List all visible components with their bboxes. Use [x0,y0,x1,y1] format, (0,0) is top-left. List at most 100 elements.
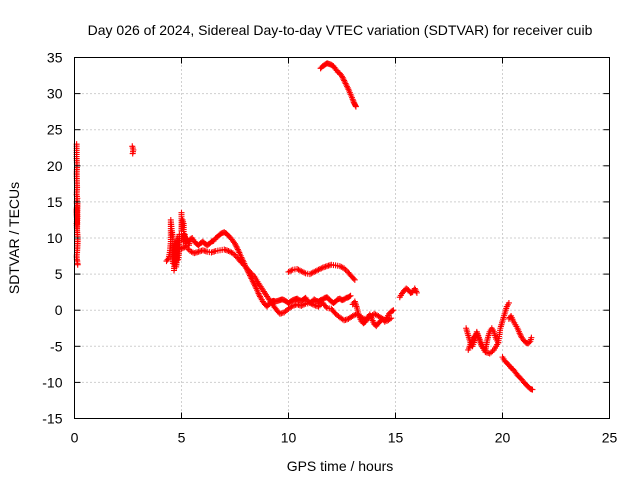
data-point-interp [256,293,263,300]
data-point [315,266,322,273]
data-point [74,227,81,234]
data-point [495,339,502,346]
chart-title: Day 026 of 2024, Sidereal Day-to-day VTE… [88,22,593,38]
data-point [225,247,232,254]
data-point [285,268,292,275]
data-point-interp [413,288,420,295]
data-point-interp [248,270,255,277]
data-point-interp [235,247,242,254]
data-point [311,268,318,275]
data-point [178,245,185,252]
data-point [234,245,241,252]
data-point-interp [184,245,191,252]
data-point-interp [286,268,293,275]
x-tick-label: 15 [388,430,404,446]
data-point-interp [232,242,239,249]
data-point-interp [314,267,321,274]
data-points [73,60,536,393]
data-point [175,256,182,263]
data-point [187,247,194,254]
data-point-interp [308,270,315,277]
grid [74,57,610,419]
data-point [349,312,356,319]
data-point-interp [296,267,303,274]
data-point [505,299,512,306]
data-point-interp [344,84,351,91]
data-point-interp [342,266,349,273]
x-axis-label: GPS time / hours [287,458,394,474]
data-point-interp [389,307,396,314]
x-tick-label: 5 [178,430,186,446]
data-point-interp [312,268,319,275]
data-point [229,250,236,257]
data-point [129,150,136,157]
data-point-interp [308,300,315,307]
data-point [351,276,358,283]
y-tick-label: 25 [47,122,63,138]
data-point-interp [188,248,195,255]
data-point-interp [288,303,295,310]
data-point-interp [368,314,375,321]
data-point-interp [372,311,379,318]
data-point-interp [367,312,374,319]
data-point [255,290,262,297]
data-point-interp [301,269,308,276]
data-point [246,268,253,275]
data-point [238,259,245,266]
data-point [352,103,359,110]
x-ticks: 0 5 10 15 20 25 [71,57,618,446]
data-point [516,330,523,337]
data-point [411,285,418,292]
data-point-interp [350,275,357,282]
x-tick-label: 10 [281,430,297,446]
data-point-interp [517,331,524,338]
data-point [528,334,535,341]
y-tick-label: -10 [42,374,62,390]
data-point-interp [164,256,171,263]
data-point-interp [256,292,263,299]
data-point [336,263,343,270]
data-point-interp [227,248,234,255]
y-tick-label: 15 [47,194,63,210]
data-point [182,243,189,250]
data-point [306,299,313,306]
data-point-interp [231,251,238,258]
y-tick-label: 5 [55,266,63,282]
data-point [298,268,305,275]
data-point [341,77,348,84]
data-point-interp [363,317,370,324]
y-tick-label: -5 [50,338,63,354]
data-point-interp [299,302,306,309]
data-point-interp [341,79,348,86]
data-point [390,307,397,314]
data-point [341,265,348,272]
data-point-interp [383,315,390,322]
data-point [232,240,238,247]
data-point [251,281,258,288]
data-point [343,81,350,88]
data-point-interp [489,348,496,355]
data-point [298,302,305,309]
data-point-interp [309,301,316,308]
data-point [388,315,395,322]
data-point-interp [234,246,241,253]
data-point-interp [301,301,308,308]
data-point-interp [309,269,316,276]
data-point [413,289,420,296]
y-tick-label: 30 [47,86,63,102]
x-tick-label: 25 [602,430,618,446]
y-tick-label: 35 [47,50,63,66]
data-point [381,318,388,325]
data-point-interp [181,244,188,251]
data-point [529,386,536,393]
data-point-interp [412,286,419,293]
data-point [74,261,81,268]
data-point-interp [316,266,323,273]
y-ticks: -15 -10 -5 0 5 10 15 20 25 30 35 [42,50,610,427]
data-point-interp [239,260,246,267]
y-tick-label: 10 [47,230,63,246]
y-axis-label: SDTVAR / TECUs [6,182,22,294]
data-point [347,292,354,299]
data-point-interp [233,243,240,250]
